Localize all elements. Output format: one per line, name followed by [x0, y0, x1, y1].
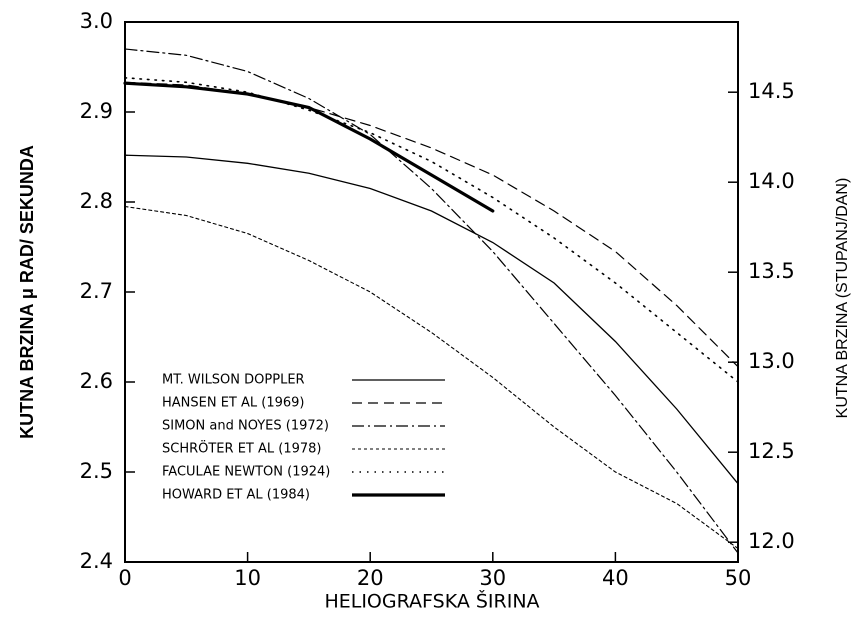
series-line: [123, 81, 495, 213]
legend-label: MT. WILSON DOPPLER: [162, 373, 305, 388]
y2-tick-label: 12.0: [748, 529, 795, 553]
legend-label: FACULAE NEWTON (1924): [162, 465, 330, 480]
series-line: [124, 48, 739, 554]
x-tick-label: 10: [234, 566, 261, 590]
y-tick-label: 3.0: [80, 9, 113, 33]
legend-label: SIMON and NOYES (1972): [162, 419, 329, 434]
y2-tick-label: 13.0: [748, 349, 795, 373]
series-line: [124, 154, 739, 485]
x-axis-label: HELIOGRAFSKA ŠIRINA: [324, 589, 539, 613]
y-tick-label: 2.6: [80, 369, 113, 393]
y-tick-label: 2.7: [80, 279, 113, 303]
x-tick-label: 40: [602, 566, 629, 590]
series-line: [124, 81, 739, 368]
plot-frame: [124, 21, 739, 563]
legend-label: HANSEN ET AL (1969): [162, 396, 305, 411]
x-tick-label: 30: [479, 566, 506, 590]
y2-tick-label: 14.5: [748, 79, 795, 103]
x-tick-label: 50: [725, 566, 752, 590]
y2-tick-label: 13.5: [748, 259, 795, 283]
y2-tick-label: 14.0: [748, 169, 795, 193]
legend-label: HOWARD ET AL (1984): [162, 488, 310, 503]
x-tick-label: 20: [357, 566, 384, 590]
y-tick-label: 2.5: [80, 459, 113, 483]
x-tick-label: 0: [118, 566, 131, 590]
series-line: [124, 205, 739, 550]
legend-label: SCHRÖTER ET AL (1978): [162, 440, 321, 457]
y-axis-label: KUTNA BRZINA μ RAD/ SEKUNDA: [17, 145, 37, 439]
series-line: [124, 77, 739, 383]
y2-axis-label: KUTNA BRZINA (STUPANJ/DAN): [834, 178, 851, 419]
y2-tick-label: 12.5: [748, 439, 795, 463]
y-tick-label: 2.8: [80, 189, 113, 213]
y-tick-label: 2.4: [80, 549, 113, 573]
y-tick-label: 2.9: [80, 99, 113, 123]
